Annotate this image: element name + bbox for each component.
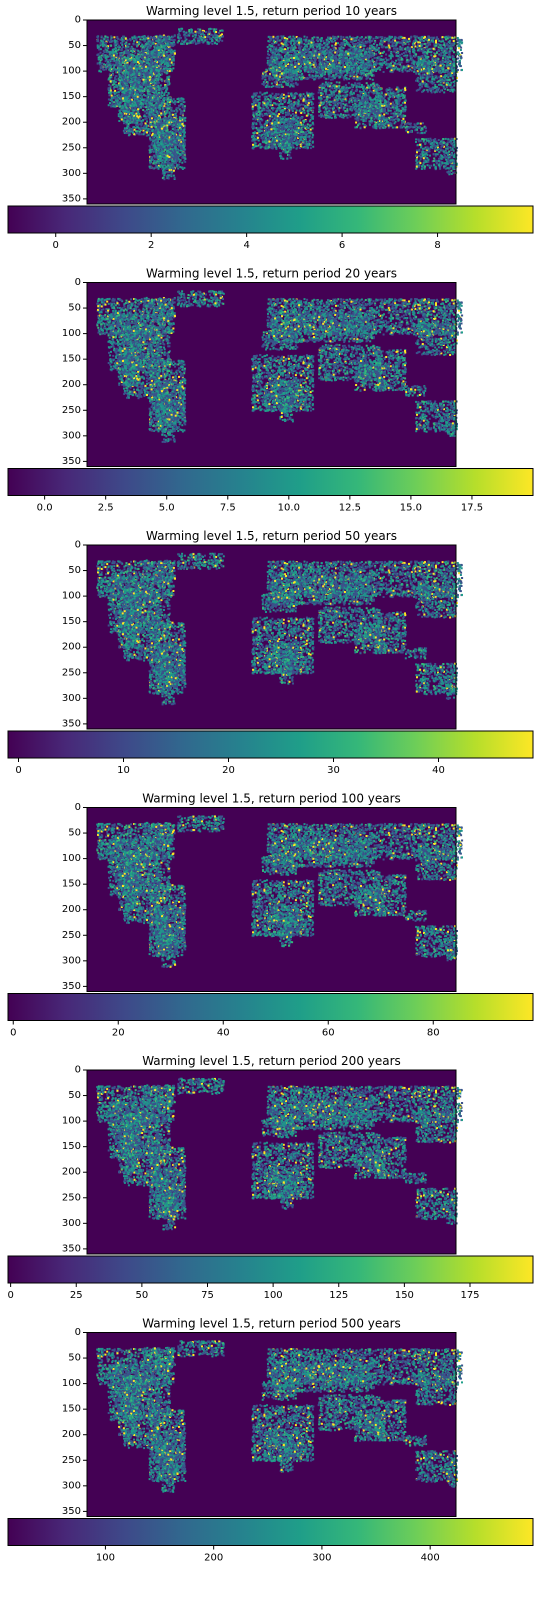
map-cell bbox=[98, 49, 100, 51]
map-cell bbox=[171, 57, 173, 59]
map-cell bbox=[104, 35, 106, 37]
map-cell bbox=[134, 35, 136, 37]
map-cell bbox=[130, 39, 132, 41]
map-cell bbox=[119, 52, 121, 54]
map-cell bbox=[107, 37, 109, 39]
map-cell bbox=[120, 42, 122, 44]
map-cell bbox=[133, 40, 135, 42]
map-cell bbox=[107, 56, 109, 58]
map-cell bbox=[133, 43, 135, 45]
map-cell bbox=[106, 63, 108, 65]
map-cell bbox=[101, 62, 103, 64]
map-cell bbox=[136, 37, 138, 39]
map-cell bbox=[137, 50, 139, 52]
map-cell bbox=[132, 38, 134, 40]
map-cell bbox=[97, 63, 99, 65]
map-cell bbox=[103, 38, 105, 40]
map-cell bbox=[171, 62, 173, 64]
map-cell bbox=[170, 39, 172, 41]
map-cell bbox=[172, 67, 174, 69]
map-cell bbox=[127, 48, 129, 50]
chart-title: Warming level 1.5, return period 10 year… bbox=[146, 4, 397, 18]
map-cell bbox=[112, 49, 114, 51]
map-cell bbox=[110, 41, 112, 43]
map-cell bbox=[129, 48, 131, 50]
map-cell bbox=[107, 39, 109, 41]
map-cell bbox=[100, 40, 102, 42]
map-cell bbox=[125, 47, 127, 49]
map-cell bbox=[105, 60, 107, 62]
map-cell bbox=[106, 49, 108, 51]
map-cell bbox=[106, 51, 108, 53]
map-cell bbox=[117, 38, 119, 40]
map-cell bbox=[102, 68, 104, 70]
map-cell bbox=[107, 47, 109, 49]
map-cell bbox=[139, 38, 141, 40]
map-cell bbox=[98, 59, 100, 61]
map-cell bbox=[98, 46, 100, 48]
panel-1: Warming level 1.5, return period 10 year… bbox=[8, 4, 533, 251]
map-cell bbox=[97, 36, 99, 38]
map-cell bbox=[113, 36, 115, 38]
map-cell bbox=[126, 45, 128, 47]
map-cell bbox=[124, 43, 126, 45]
map-cell bbox=[107, 59, 109, 61]
map-cell bbox=[141, 44, 143, 46]
map-cell bbox=[116, 36, 118, 38]
map-cell bbox=[128, 43, 130, 45]
map-cell bbox=[173, 58, 175, 60]
map-cell bbox=[117, 41, 119, 43]
map-cell bbox=[115, 41, 117, 43]
map-cell bbox=[98, 53, 100, 55]
map-cell bbox=[96, 40, 98, 42]
map-cell bbox=[100, 57, 102, 59]
map-cell bbox=[105, 48, 107, 50]
map-cell bbox=[173, 63, 175, 65]
map-cell bbox=[105, 42, 107, 44]
map-cell bbox=[100, 42, 102, 44]
map-cell bbox=[138, 36, 140, 38]
map-cell bbox=[136, 43, 138, 45]
map-cell bbox=[162, 43, 164, 45]
map-cell bbox=[134, 52, 136, 54]
map-cell bbox=[100, 52, 102, 54]
map-cell bbox=[134, 48, 136, 50]
